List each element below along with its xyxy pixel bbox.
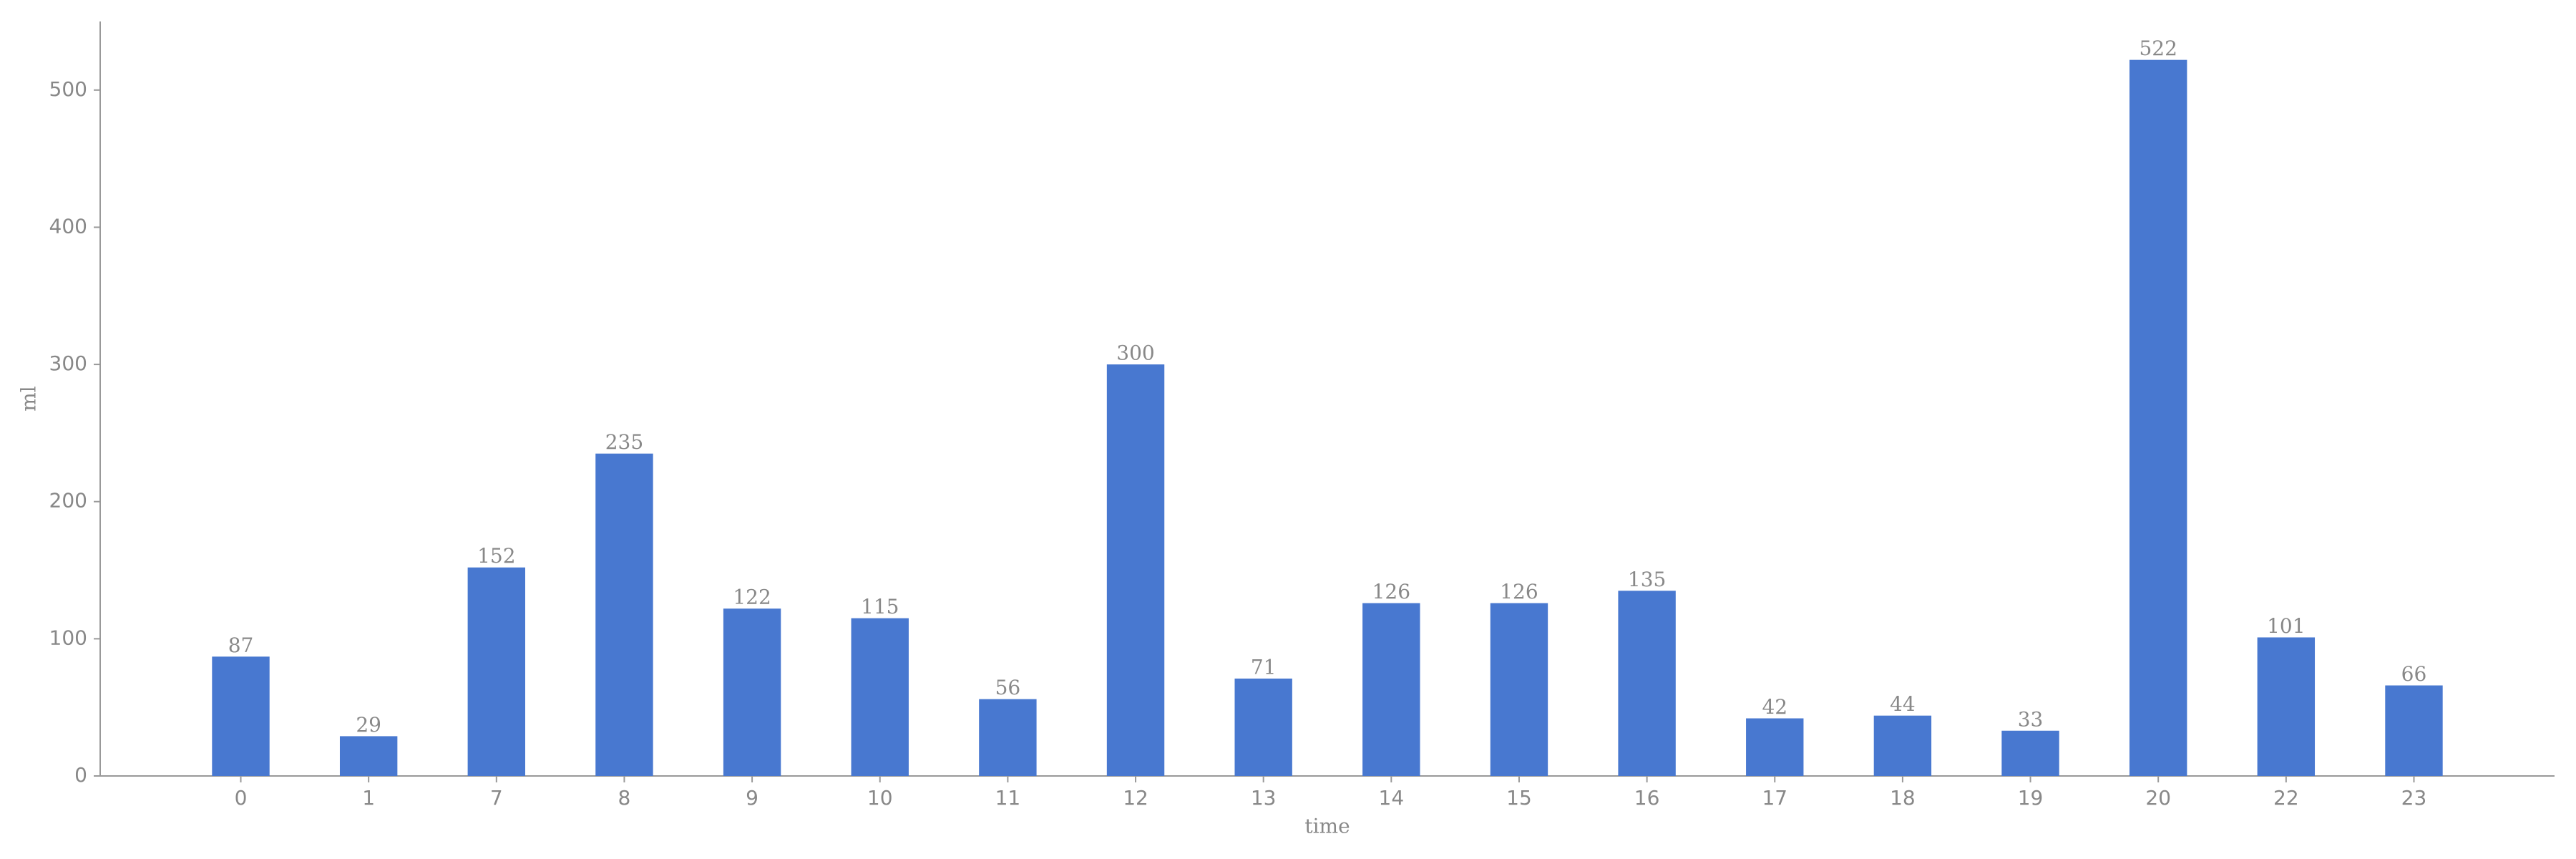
bar (723, 608, 781, 776)
bar (851, 618, 909, 776)
value-label: 300 (1116, 341, 1154, 365)
bar (595, 453, 653, 776)
value-label: 522 (2139, 37, 2177, 60)
x-tick-label: 23 (2401, 786, 2427, 810)
x-tick-label: 17 (1762, 786, 1787, 810)
bar (1490, 603, 1548, 776)
y-tick-label: 300 (49, 351, 87, 375)
bar (339, 736, 398, 776)
x-tick-label: 15 (1506, 786, 1532, 810)
value-label: 87 (228, 634, 254, 657)
bar (1106, 364, 1165, 776)
value-label: 29 (356, 713, 381, 737)
x-tick-label: 7 (490, 786, 503, 810)
x-tick-label: 16 (1634, 786, 1660, 810)
x-tick-label: 0 (235, 786, 248, 810)
x-tick-label: 8 (618, 786, 631, 810)
value-label: 44 (1890, 692, 1916, 716)
bar (2001, 730, 2059, 776)
x-tick-label: 10 (867, 786, 893, 810)
y-axis-label: ml (17, 386, 41, 412)
value-label: 101 (2267, 614, 2305, 638)
bar (1234, 678, 1292, 776)
bar (2129, 59, 2187, 776)
y-tick-label: 200 (49, 489, 87, 513)
x-tick-label: 19 (2018, 786, 2044, 810)
x-tick-label: 12 (1123, 786, 1148, 810)
value-label: 126 (1372, 580, 1410, 603)
bar (1873, 715, 1932, 776)
value-label: 56 (995, 676, 1021, 699)
x-tick-label: 13 (1251, 786, 1277, 810)
x-tick-label: 18 (1890, 786, 1916, 810)
value-label: 66 (2401, 662, 2427, 686)
value-label: 235 (605, 430, 643, 454)
value-label: 42 (1762, 695, 1787, 719)
bar (2257, 637, 2316, 776)
bar (2385, 685, 2443, 776)
y-tick-label: 100 (49, 626, 87, 649)
y-tick-label: 500 (49, 77, 87, 101)
value-label: 126 (1500, 580, 1538, 603)
bar (1362, 603, 1420, 776)
value-label: 71 (1251, 655, 1277, 679)
value-label: 122 (733, 586, 771, 609)
x-axis-label: time (1304, 815, 1350, 838)
bar (467, 567, 525, 776)
value-label: 152 (477, 544, 515, 568)
x-tick-label: 9 (746, 786, 758, 810)
x-tick-label: 14 (1379, 786, 1405, 810)
x-tick-label: 20 (2145, 786, 2171, 810)
x-tick-label: 22 (2273, 786, 2299, 810)
bar (212, 656, 270, 776)
y-tick-label: 400 (49, 214, 87, 238)
bar (1746, 718, 1804, 776)
x-tick-label: 1 (362, 786, 375, 810)
value-label: 33 (2018, 707, 2044, 731)
y-tick-label: 0 (74, 763, 87, 787)
bar (979, 699, 1037, 776)
bar (1618, 591, 1676, 776)
value-label: 135 (1628, 568, 1666, 591)
x-tick-label: 11 (995, 786, 1021, 810)
value-label: 115 (861, 595, 899, 618)
